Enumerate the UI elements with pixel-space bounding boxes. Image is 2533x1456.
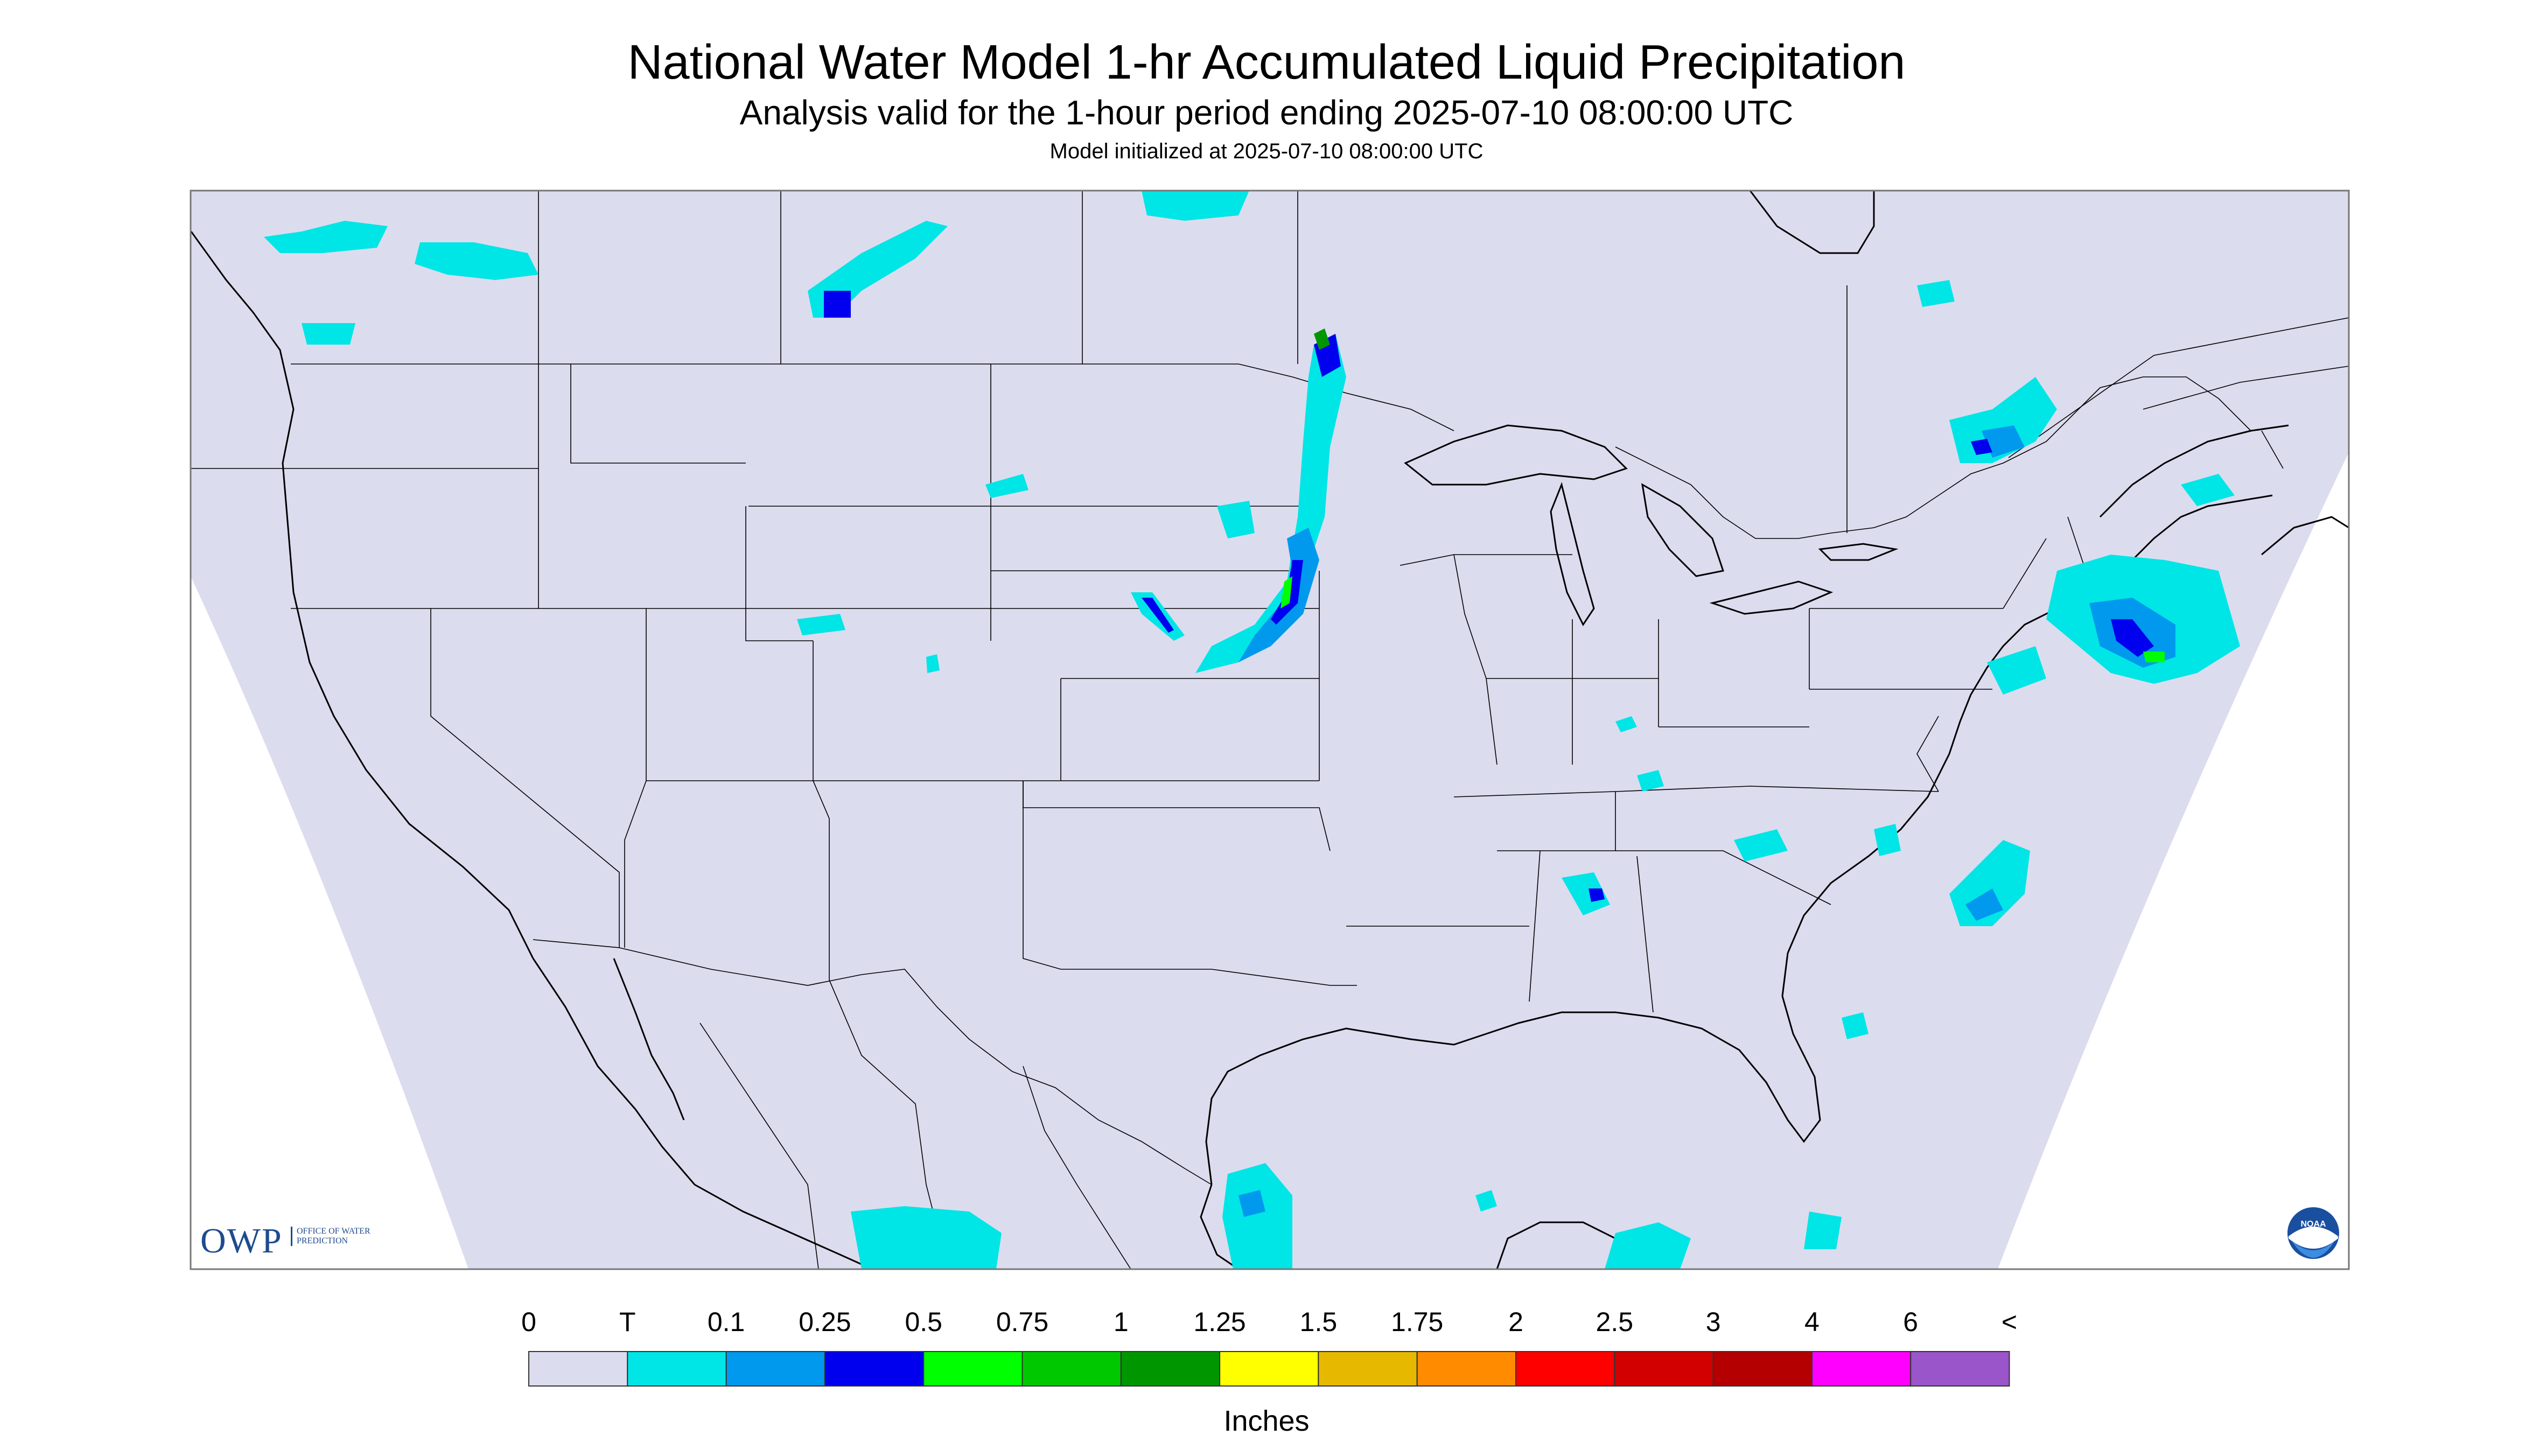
legend-tick-label: 0.25 xyxy=(799,1307,851,1337)
legend-tick-label: 1.75 xyxy=(1391,1307,1443,1337)
legend-tick-label: 1.25 xyxy=(1193,1307,1245,1337)
legend-tick-label: T xyxy=(619,1307,636,1337)
legend-swatch xyxy=(1219,1351,1319,1387)
legend-swatch xyxy=(824,1351,925,1387)
legend-tick-label: 4 xyxy=(1804,1307,1820,1337)
state-borders xyxy=(191,191,2349,1269)
legend-swatch xyxy=(1318,1351,1418,1387)
model-init-time: Model initialized at 2025-07-10 08:00:00… xyxy=(1049,139,1484,163)
map-title: National Water Model 1-hr Accumulated Li… xyxy=(627,36,1906,89)
model-domain xyxy=(191,191,2349,1269)
legend-swatch xyxy=(725,1351,825,1387)
legend-swatch xyxy=(923,1351,1023,1387)
legend-swatch xyxy=(1910,1351,2010,1387)
legend-swatch xyxy=(1120,1351,1221,1387)
legend-swatch xyxy=(528,1351,628,1387)
legend-swatch xyxy=(1416,1351,1516,1387)
owp-logo-subtitle: OFFICE OF WATER PREDICTION xyxy=(291,1227,388,1246)
legend-tick-label: 2.5 xyxy=(1596,1307,1634,1337)
legend-swatch xyxy=(1614,1351,1714,1387)
legend-colorbar xyxy=(528,1351,2010,1387)
noaa-label: NOAA xyxy=(2300,1220,2326,1229)
legend-labels: 0 T 0.1 0.25 0.5 0.75 1 1.25 1.5 1.75 2 2.5 3 4 6 < xyxy=(521,1307,2017,1337)
legend-tick-label: < xyxy=(2002,1307,2017,1337)
legend-tick-label: 3 xyxy=(1706,1307,1721,1337)
legend-swatch xyxy=(1712,1351,1813,1387)
legend-tick-label: 2 xyxy=(1508,1307,1523,1337)
legend-swatch xyxy=(1811,1351,1912,1387)
precipitation-field xyxy=(264,191,2240,1269)
legend-swatch xyxy=(627,1351,727,1387)
legend-units: Inches xyxy=(1223,1405,1310,1437)
owp-logo: OWP xyxy=(200,1221,283,1261)
legend-tick-label: 0.1 xyxy=(708,1307,745,1337)
legend-tick-label: 0.75 xyxy=(996,1307,1048,1337)
legend-tick-label: 1.5 xyxy=(1300,1307,1338,1337)
legend-tick-label: 0.5 xyxy=(905,1307,942,1337)
noaa-logo: NOAA xyxy=(2287,1207,2339,1259)
coastlines xyxy=(191,191,2349,1269)
legend-tick-label: 1 xyxy=(1114,1307,1129,1337)
map-border xyxy=(190,190,2350,1270)
map-subtitle: Analysis valid for the 1-hour period end… xyxy=(739,93,1794,132)
legend-tick-label: 0 xyxy=(521,1307,536,1337)
legend-tick-label: 6 xyxy=(1903,1307,1918,1337)
legend-swatch xyxy=(1021,1351,1122,1387)
legend-swatch xyxy=(1515,1351,1615,1387)
